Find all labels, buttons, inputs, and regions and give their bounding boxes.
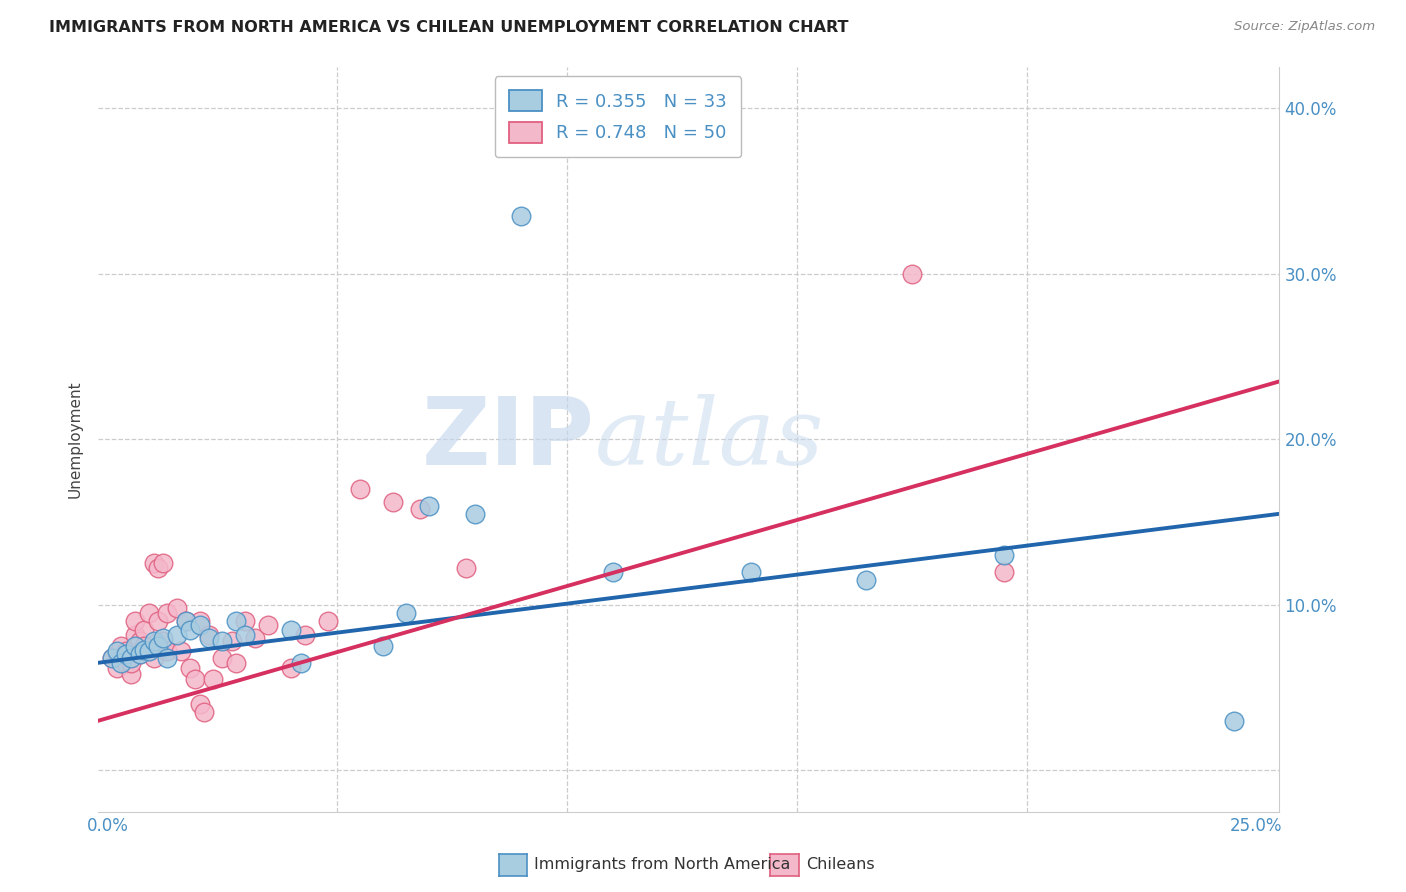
Point: [120, 650, 142, 665]
Point: [105, 648, 128, 662]
Point: [188, 617, 211, 632]
Point: [110, 650, 132, 665]
Point: [134, 642, 156, 657]
Point: [105, 661, 128, 675]
Point: [156, 644, 179, 658]
Point: [454, 561, 477, 575]
Point: [211, 634, 233, 648]
Point: [128, 634, 150, 648]
Point: [197, 631, 219, 645]
Point: [225, 656, 247, 670]
Point: [101, 650, 124, 665]
Point: [280, 661, 302, 675]
Point: [156, 606, 179, 620]
Point: [257, 617, 280, 632]
Point: [409, 501, 432, 516]
Point: [290, 656, 312, 670]
Point: [152, 631, 174, 645]
Point: [280, 623, 302, 637]
Point: [235, 615, 257, 629]
Text: ZIP: ZIP: [422, 393, 595, 485]
Point: [174, 615, 197, 629]
Point: [142, 634, 165, 648]
Point: [602, 565, 624, 579]
Point: [146, 561, 169, 575]
Point: [146, 639, 169, 653]
Y-axis label: Unemployment: Unemployment: [67, 381, 83, 498]
Point: [138, 644, 160, 658]
Text: atlas: atlas: [595, 394, 824, 484]
Point: [124, 639, 146, 653]
Point: [134, 623, 156, 637]
Point: [174, 615, 197, 629]
Point: [188, 615, 211, 629]
Point: [179, 623, 201, 637]
Point: [510, 209, 533, 223]
Point: [349, 482, 371, 496]
Point: [855, 573, 877, 587]
Point: [395, 606, 418, 620]
Point: [294, 627, 316, 641]
Point: [124, 615, 146, 629]
Point: [221, 634, 243, 648]
Text: Source: ZipAtlas.com: Source: ZipAtlas.com: [1234, 20, 1375, 33]
Point: [373, 639, 395, 653]
Point: [901, 267, 924, 281]
Point: [197, 627, 219, 641]
Point: [115, 644, 138, 658]
Point: [142, 557, 165, 571]
Point: [166, 627, 188, 641]
Point: [381, 495, 404, 509]
Point: [152, 634, 174, 648]
Point: [993, 565, 1015, 579]
Point: [120, 667, 142, 681]
Point: [101, 650, 124, 665]
Point: [138, 606, 160, 620]
Point: [188, 697, 211, 711]
Point: [1222, 714, 1244, 728]
Text: IMMIGRANTS FROM NORTH AMERICA VS CHILEAN UNEMPLOYMENT CORRELATION CHART: IMMIGRANTS FROM NORTH AMERICA VS CHILEAN…: [49, 20, 849, 35]
Point: [115, 656, 138, 670]
Point: [211, 650, 233, 665]
Point: [993, 548, 1015, 562]
Point: [184, 673, 207, 687]
Point: [138, 644, 160, 658]
Point: [115, 648, 138, 662]
Point: [124, 627, 146, 641]
Point: [156, 650, 179, 665]
Text: Immigrants from North America: Immigrants from North America: [534, 857, 790, 871]
Point: [166, 601, 188, 615]
Point: [740, 565, 762, 579]
Point: [193, 706, 215, 720]
Point: [110, 656, 132, 670]
Point: [316, 615, 339, 629]
Point: [128, 648, 150, 662]
Point: [152, 557, 174, 571]
Text: Chileans: Chileans: [806, 857, 875, 871]
Point: [110, 639, 132, 653]
Point: [235, 627, 257, 641]
Point: [120, 656, 142, 670]
Point: [243, 631, 266, 645]
Point: [464, 507, 486, 521]
Point: [225, 615, 247, 629]
Point: [146, 615, 169, 629]
Point: [142, 650, 165, 665]
Legend: R = 0.355   N = 33, R = 0.748   N = 50: R = 0.355 N = 33, R = 0.748 N = 50: [495, 76, 741, 157]
Point: [418, 499, 440, 513]
Point: [105, 644, 128, 658]
Point: [134, 639, 156, 653]
Point: [179, 661, 201, 675]
Point: [170, 644, 193, 658]
Point: [128, 648, 150, 662]
Point: [202, 673, 225, 687]
